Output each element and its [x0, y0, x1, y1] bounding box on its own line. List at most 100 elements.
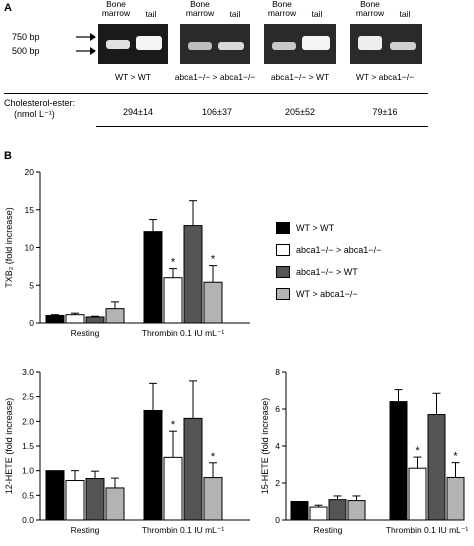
chart-txb2: 0 5 10 15 20 TXB₂ (fold increase) Resting * * Thr… [4, 167, 250, 338]
hete15-bar-1-3 [446, 476, 465, 521]
hete12-bar-0-1 [65, 480, 85, 521]
gel-4-lane-2-label: tail [399, 9, 411, 19]
hete15-ytick-label-0: 0 [275, 515, 280, 525]
txb2-xlabel-0: Resting [71, 328, 100, 338]
bp-750-arrowhead [90, 33, 96, 41]
hete15-bar-1-2 [427, 414, 446, 521]
hete12-ytick-label-1: 0.5 [22, 490, 34, 500]
cholesterol-table-rule-top [4, 93, 428, 94]
hete15-bar-1-0 [389, 401, 408, 521]
txb2-bar-1-0 [143, 231, 163, 324]
cholesterol-label-line-2: (nmol L⁻¹) [14, 109, 55, 119]
legend-swatch-2 [276, 244, 290, 256]
txb2-ytick-label-3: 15 [25, 205, 35, 215]
hete15-bar-0-0 [290, 501, 309, 521]
txb2-ytick-label-0: 0 [29, 318, 34, 328]
hete12-xlabel-1: Thrombin 0.1 IU mL⁻¹ [142, 525, 225, 535]
gel-4-group-label: WT > abca1−/− [355, 72, 415, 82]
gel-3-band-tail [302, 36, 330, 50]
hete12-sig-1-3: * [211, 451, 216, 463]
txb2-sig-1-1: * [171, 257, 176, 269]
gel-image-1 [98, 24, 168, 64]
hete12-ytick-label-6: 3.0 [22, 367, 34, 377]
hete15-sig-1-1: * [415, 445, 420, 457]
gel-4-band-bm [358, 36, 382, 50]
legend-item-3: abca1−/− > WT [276, 266, 358, 278]
txb2-ytick-label-1: 5 [29, 280, 34, 290]
cholesterol-value-4: 79±16 [372, 107, 398, 117]
gel-3-lane-2-label: tail [311, 9, 323, 19]
legend-label-1: WT > WT [296, 223, 335, 233]
gel-2-lane-1-label: Bone marrow [185, 0, 215, 18]
gel-2-group-label: abca1−/− > abca1−/− [174, 72, 256, 82]
panel-a-letter: A [4, 2, 12, 14]
bp-750-label: 750 bp [12, 32, 40, 42]
txb2-bar-1-2 [183, 225, 203, 324]
hete12-ytick-label-0: 0.0 [22, 515, 34, 525]
gel-1-lane-1-label: Bone marrow [101, 0, 131, 18]
hete15-bar-0-3 [347, 500, 366, 521]
legend-label-2: abca1−/− > abca1−/− [296, 245, 382, 255]
legend-swatch-3 [276, 266, 290, 278]
legend-swatch-4 [276, 288, 290, 300]
legend-item-2: abca1−/− > abca1−/− [276, 244, 381, 256]
cholesterol-value-2: 106±37 [202, 107, 232, 117]
txb2-ylabel: TXB₂ (fold increase) [4, 207, 14, 288]
legend-swatch-1 [276, 222, 290, 234]
hete15-xlabel-0: Resting [314, 525, 343, 535]
gel-2-band-bm [188, 42, 212, 50]
legend-item-4: WT > abca1−/− [276, 288, 358, 300]
hete12-bar-0-3 [105, 487, 125, 521]
gel-3-lane-1-label: Bone marrow [267, 0, 297, 18]
hete15-ylabel: 15-HETE (fold increase) [260, 398, 270, 495]
hete12-ytick-label-5: 2.5 [22, 392, 34, 402]
cholesterol-table-rule-bottom [96, 126, 428, 127]
cholesterol-label: Cholesterol-ester: (nmol L⁻¹) [4, 98, 75, 120]
txb2-bar-0-0 [45, 314, 65, 324]
txb2-bar-1-1 [163, 277, 183, 324]
gel-4-lane-1-label: Bone marrow [355, 0, 385, 18]
gel-1-band-bm [106, 40, 130, 49]
hete12-ytick-label-3: 1.5 [22, 441, 34, 451]
txb2-xlabel-1: Thrombin 0.1 IU mL⁻¹ [142, 328, 225, 338]
gel-image-4 [350, 24, 422, 64]
gel-3-group-label: abca1−/− > WT [270, 72, 330, 82]
gel-1-lane-2-label: tail [145, 9, 157, 19]
hete12-ylabel: 12-HETE (fold increase) [4, 398, 14, 495]
hete15-sig-1-3: * [453, 451, 458, 463]
hete12-ytick-label-2: 1.0 [22, 466, 34, 476]
hete12-bar-1-1 [163, 456, 183, 521]
hete12-bar-1-2 [183, 417, 203, 521]
hete12-bar-1-0 [143, 409, 163, 521]
gel-2-band-tail [218, 42, 244, 50]
hete15-ytick-label-2: 4 [275, 441, 280, 451]
hete15-bar-0-1 [309, 506, 328, 521]
chart-12-hete: 0.0 0.5 1.0 1.5 2.0 2.5 3.0 12-HETE (fold incre… [4, 367, 250, 535]
hete15-bar-1-1 [408, 467, 427, 521]
legend-label-4: WT > abca1−/− [296, 289, 358, 299]
gel-2-lane-2-label: tail [229, 9, 241, 19]
txb2-bar-1-3 [203, 281, 223, 324]
hete15-ytick-label-3: 6 [275, 404, 280, 414]
bp-arrows [76, 33, 96, 55]
bp-500-arrowhead [90, 47, 96, 55]
hete15-bar-0-2 [328, 499, 347, 521]
gel-3-band-bm [272, 42, 296, 50]
txb2-bar-0-1 [65, 314, 85, 324]
txb2-bar-0-2 [85, 316, 105, 324]
legend-item-1: WT > WT [276, 222, 334, 234]
hete15-xlabel-1: Thrombin 0.1 IU mL⁻¹ [386, 525, 469, 535]
hete15-ytick-label-4: 8 [275, 367, 280, 377]
hete12-bar-0-2 [85, 478, 105, 521]
bp-500-label: 500 bp [12, 46, 40, 56]
hete12-bar-1-3 [203, 477, 223, 521]
legend-label-3: abca1−/− > WT [296, 267, 358, 277]
gel-image-2 [180, 24, 250, 64]
txb2-bar-0-3 [105, 308, 125, 324]
chart-15-hete: 0 2 4 6 8 15-HETE (fold increase) Resting * * Thr… [260, 367, 469, 535]
gel-image-3 [264, 24, 336, 64]
txb2-ytick-label-2: 10 [25, 243, 35, 253]
txb2-sig-1-3: * [211, 254, 216, 266]
gel-1-band-tail [136, 36, 162, 50]
txb2-ytick-label-4: 20 [25, 167, 35, 177]
